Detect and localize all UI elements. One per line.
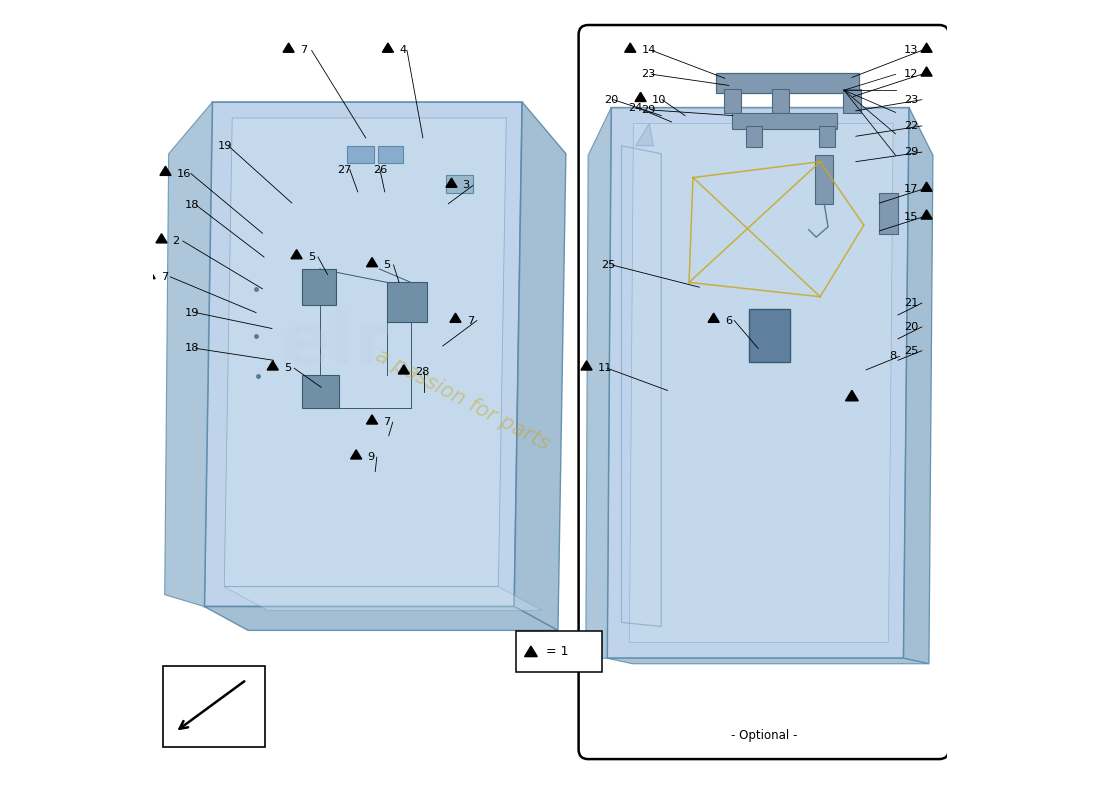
FancyBboxPatch shape [724,90,741,114]
Polygon shape [921,43,932,52]
Text: 7: 7 [466,315,474,326]
Text: 17: 17 [904,185,918,194]
Text: 4: 4 [399,46,406,55]
Text: a passion for parts: a passion for parts [372,346,553,454]
Polygon shape [607,658,928,664]
Text: 3: 3 [463,181,470,190]
Text: 7: 7 [300,46,307,55]
Polygon shape [636,123,653,146]
Polygon shape [302,269,336,305]
Polygon shape [921,182,932,191]
Text: elr: elr [280,310,390,379]
Polygon shape [224,118,506,586]
Polygon shape [224,586,542,610]
Text: 2: 2 [173,236,179,246]
Text: 12: 12 [904,70,918,79]
Text: 5: 5 [284,363,292,374]
Polygon shape [903,108,933,664]
FancyBboxPatch shape [163,666,265,747]
FancyBboxPatch shape [579,25,949,759]
Text: 25: 25 [904,346,918,356]
Polygon shape [160,166,172,175]
FancyBboxPatch shape [516,631,602,673]
Text: 21: 21 [904,298,918,308]
FancyBboxPatch shape [446,175,473,193]
Polygon shape [625,43,636,52]
Text: 25: 25 [602,260,616,270]
FancyBboxPatch shape [749,310,790,362]
Polygon shape [205,102,522,606]
Polygon shape [302,374,340,408]
Polygon shape [708,313,719,322]
Polygon shape [366,258,377,266]
Text: 15: 15 [904,212,918,222]
FancyBboxPatch shape [844,90,860,114]
Text: 5: 5 [308,252,315,262]
Text: 20: 20 [904,322,918,332]
FancyBboxPatch shape [377,146,403,163]
Polygon shape [351,450,362,459]
FancyBboxPatch shape [348,146,374,163]
Text: 28: 28 [415,367,429,377]
Text: 9: 9 [367,452,374,462]
Text: 19: 19 [185,308,199,318]
Polygon shape [607,108,909,658]
Polygon shape [846,390,858,401]
Polygon shape [446,178,458,187]
FancyBboxPatch shape [772,90,789,114]
Polygon shape [581,361,592,370]
Text: 10: 10 [651,94,667,105]
Text: 26: 26 [374,165,388,174]
Polygon shape [383,43,394,52]
Polygon shape [283,43,294,52]
FancyBboxPatch shape [732,114,837,129]
Polygon shape [156,234,167,243]
Polygon shape [398,365,409,374]
Polygon shape [366,415,377,424]
Text: 7: 7 [161,272,168,282]
Polygon shape [205,606,558,630]
Text: - Optional -: - Optional - [730,729,796,742]
Text: 18: 18 [185,200,199,210]
FancyBboxPatch shape [746,126,762,146]
FancyBboxPatch shape [879,193,898,234]
Text: 19: 19 [218,141,232,150]
Polygon shape [165,102,212,606]
FancyBboxPatch shape [820,126,835,146]
Text: 8: 8 [889,351,896,362]
Polygon shape [387,282,427,322]
Polygon shape [450,313,461,322]
Text: 29: 29 [904,147,918,157]
Text: 22: 22 [904,121,918,131]
Text: 18: 18 [185,343,199,354]
Text: 29: 29 [641,105,656,115]
Text: 14: 14 [641,46,656,55]
Polygon shape [144,270,155,278]
Text: 16: 16 [177,169,191,178]
Polygon shape [635,92,646,102]
Text: = 1: = 1 [542,646,569,658]
Text: 6: 6 [725,315,732,326]
Polygon shape [921,67,932,76]
Polygon shape [515,102,565,630]
Text: 27: 27 [337,165,352,174]
Text: 11: 11 [597,363,613,374]
Text: 23: 23 [904,94,918,105]
Text: 24: 24 [628,102,642,113]
Polygon shape [267,361,278,370]
Text: 7: 7 [383,418,390,427]
FancyBboxPatch shape [815,154,833,204]
FancyBboxPatch shape [716,74,859,93]
Text: 23: 23 [641,70,656,79]
Text: 5: 5 [383,260,390,270]
Text: 13: 13 [904,46,918,55]
Polygon shape [629,123,893,642]
Polygon shape [525,646,537,657]
Polygon shape [586,108,612,658]
Polygon shape [921,210,932,219]
Polygon shape [292,250,302,258]
Text: 20: 20 [604,94,618,105]
